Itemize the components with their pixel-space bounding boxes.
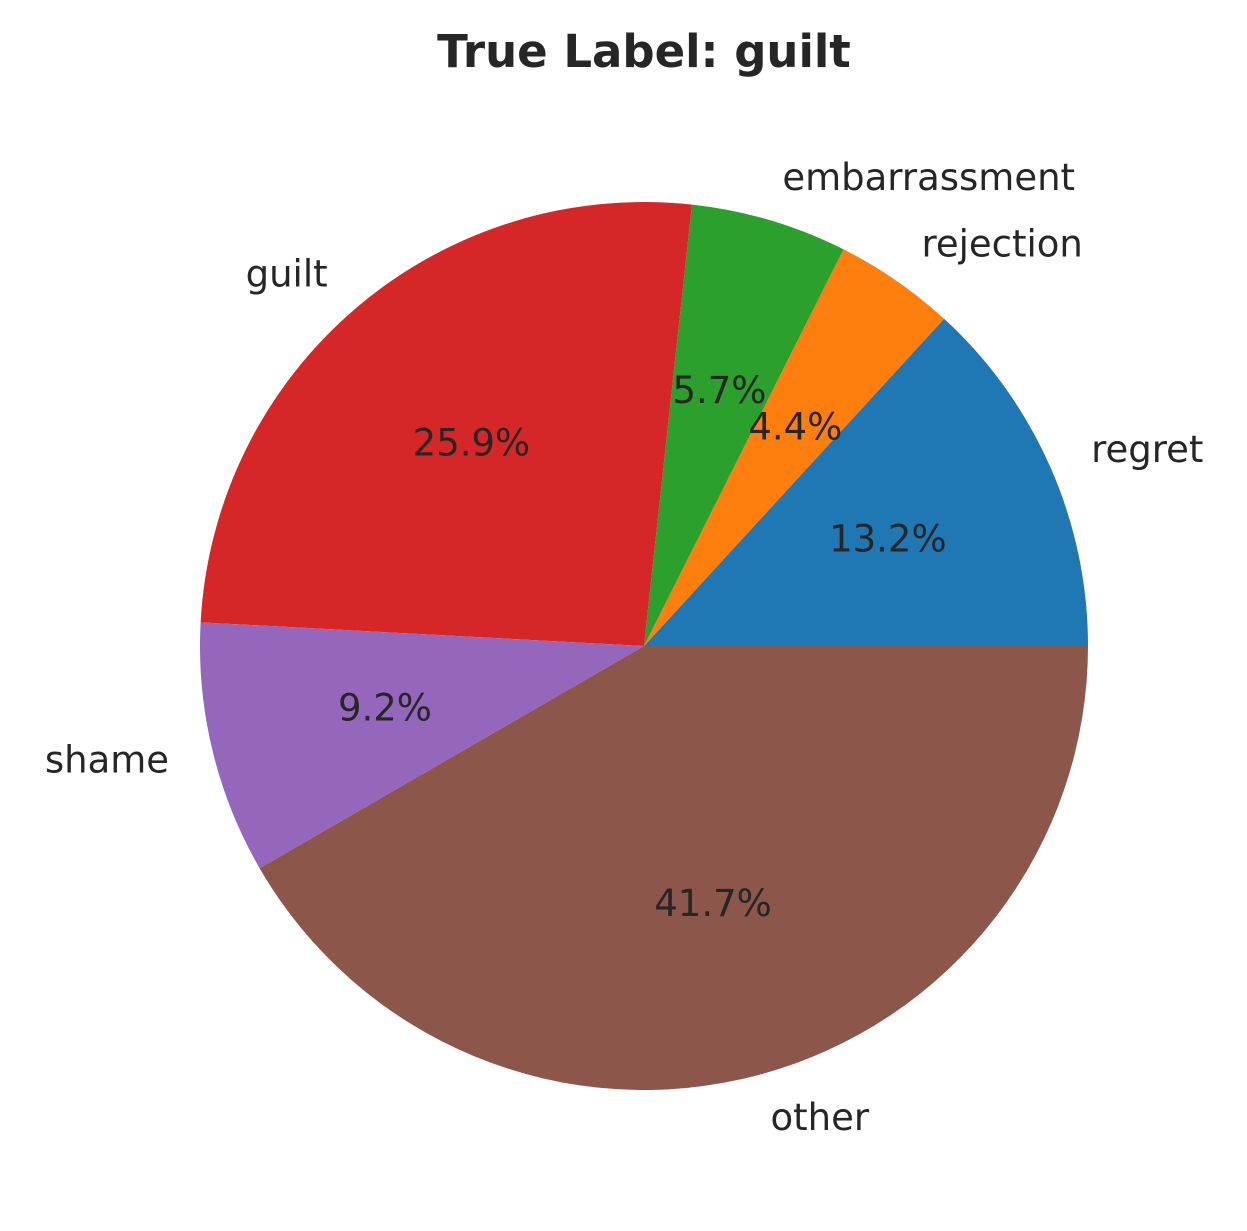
slice-percent-other: 41.7%	[654, 882, 772, 925]
pie-slice-shame	[200, 622, 645, 869]
slice-percent-guilt: 25.9%	[413, 422, 531, 465]
slice-percent-shame: 9.2%	[338, 687, 432, 730]
slice-label-guilt: guilt	[246, 252, 328, 295]
chart-title: True Label: guilt	[437, 25, 851, 78]
slice-label-embarrassment: embarrassment	[782, 156, 1075, 199]
pie-slice-embarrassment	[644, 204, 844, 646]
slice-label-rejection: rejection	[921, 223, 1082, 266]
pie-slices	[200, 201, 1088, 1090]
slice-percent-embarrassment: 5.7%	[672, 369, 766, 412]
pie-slice-other	[259, 646, 1088, 1090]
pie-slice-rejection	[644, 249, 945, 646]
pie-slice-guilt	[200, 201, 692, 646]
pie-slice-regret	[644, 318, 1088, 646]
slice-label-regret: regret	[1091, 428, 1203, 471]
slice-label-shame: shame	[45, 738, 169, 781]
pie-labels: regret 13.2% rejection 4.4% embarrassment 5.7…	[45, 156, 1204, 1139]
slice-percent-rejection: 4.4%	[748, 405, 842, 448]
slice-label-other: other	[771, 1096, 870, 1139]
slice-percent-regret: 13.2%	[829, 517, 947, 560]
